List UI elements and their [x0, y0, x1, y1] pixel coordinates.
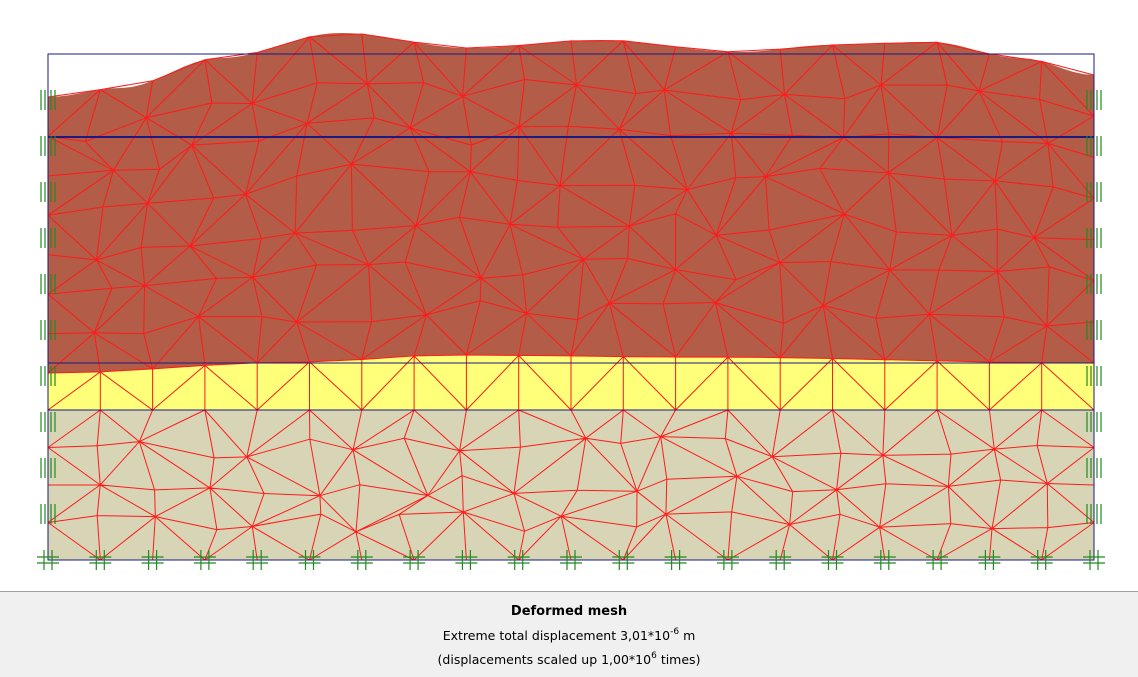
- exponent: 6: [651, 651, 657, 661]
- caption-line: (displacements scaled up 1,00*106 times): [0, 648, 1138, 672]
- deformed-mesh: [0, 0, 1138, 591]
- page: Deformed mesh Extreme total displacement…: [0, 0, 1138, 677]
- caption: Deformed mesh Extreme total displacement…: [0, 600, 1138, 672]
- exponent: -6: [670, 627, 679, 637]
- caption-text: (displacements scaled up 1,00*10: [438, 652, 652, 667]
- caption-text: Extreme total displacement 3,01*10: [443, 628, 670, 643]
- caption-title: Deformed mesh: [0, 600, 1138, 624]
- unit: times): [661, 652, 701, 667]
- model-view: [0, 0, 1138, 592]
- caption-line: Extreme total displacement 3,01*10-6 m: [0, 624, 1138, 648]
- unit: m: [683, 628, 695, 643]
